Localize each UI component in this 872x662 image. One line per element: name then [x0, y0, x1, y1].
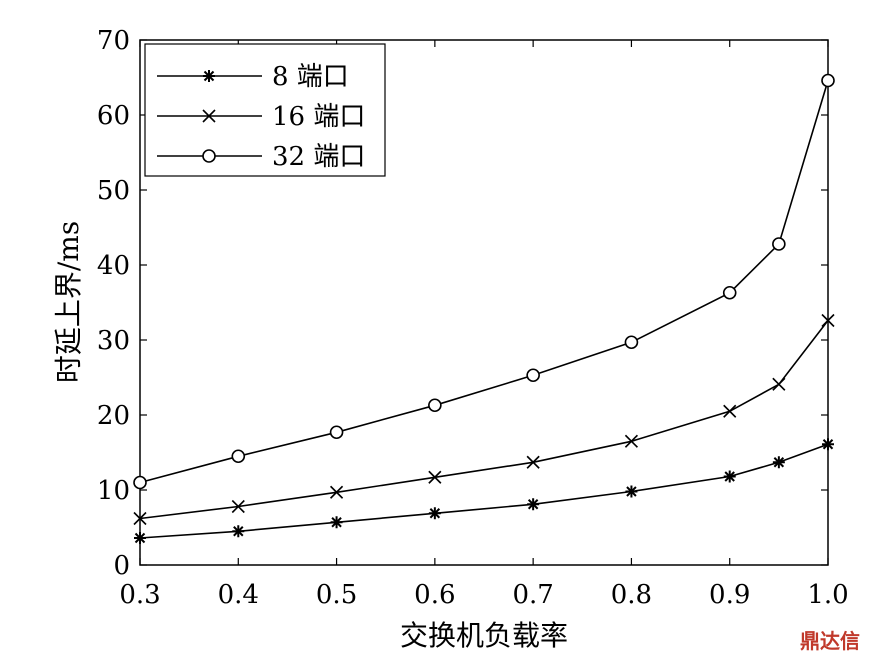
x-tick-label: 0.3: [119, 580, 160, 610]
data-point-series-1: [772, 456, 785, 469]
y-tick-label: 40: [97, 251, 130, 281]
data-point-series-2: [428, 470, 442, 484]
x-tick-label: 0.7: [512, 580, 553, 610]
data-point-series-3: [231, 449, 246, 464]
data-point-series-3: [329, 425, 344, 440]
x-tick-label: 0.8: [611, 580, 652, 610]
data-point-series-1: [330, 516, 343, 529]
y-tick-label: 70: [97, 26, 130, 56]
watermark-logo: 鼎达信: [800, 629, 860, 653]
data-point-series-2: [723, 404, 737, 418]
series-line-2: [139, 320, 829, 520]
data-point-series-3: [772, 237, 786, 251]
x-axis-label: 交换机负载率: [400, 619, 568, 652]
data-point-series-3: [428, 398, 442, 413]
x-tick-label: 1.0: [807, 580, 848, 610]
legend-marker-2: [202, 109, 216, 123]
data-point-series-1: [822, 438, 834, 451]
data-point-series-2: [330, 485, 344, 499]
data-point-series-3: [133, 475, 147, 490]
data-point-series-1: [134, 532, 146, 544]
data-point-series-3: [821, 73, 835, 88]
data-point-series-2: [624, 434, 638, 448]
legend-box: [144, 43, 386, 177]
y-tick-label: 10: [97, 476, 130, 506]
data-point-series-1: [723, 470, 736, 483]
data-point-series-2: [772, 377, 786, 391]
y-tick-label: 50: [97, 176, 130, 206]
y-tick-label: 60: [97, 101, 130, 131]
x-tick-label: 0.4: [218, 580, 259, 610]
y-axis-label: 时延上界/ms: [52, 221, 85, 383]
legend-label-2: 16 端口: [272, 102, 365, 132]
legend: 8 端口 16 端口 32 端口: [144, 43, 386, 177]
data-point-series-3: [722, 285, 737, 300]
legend-label-3: 32 端口: [272, 142, 365, 172]
data-point-series-1: [232, 525, 245, 538]
y-tick-label: 20: [97, 401, 130, 431]
data-point-series-2: [133, 511, 147, 526]
data-point-series-2: [526, 455, 540, 469]
legend-marker-3: [202, 149, 216, 163]
data-point-series-1: [625, 485, 638, 498]
legend-label-1: 8 端口: [272, 62, 349, 92]
legend-marker-1: [203, 70, 215, 82]
data-point-series-1: [527, 498, 540, 511]
data-point-series-3: [624, 335, 639, 350]
x-tick-label: 0.6: [414, 580, 455, 610]
x-tick-label: 0.9: [709, 580, 750, 610]
plot-frame: [139, 39, 829, 566]
axis-ticks: 0.3 0.4 0.5 0.6 0.7 0.8 0.9 1.0 0 10 20 30 40 50 60 70: [97, 26, 849, 610]
y-tick-label: 0: [113, 551, 130, 581]
data-point-series-2: [231, 499, 245, 514]
y-tick-label: 30: [97, 326, 130, 356]
series-markers: [133, 73, 835, 544]
data-point-series-3: [526, 368, 540, 383]
x-tick-label: 0.5: [316, 580, 357, 610]
data-point-series-2: [821, 313, 835, 328]
data-point-series-1: [428, 507, 441, 520]
